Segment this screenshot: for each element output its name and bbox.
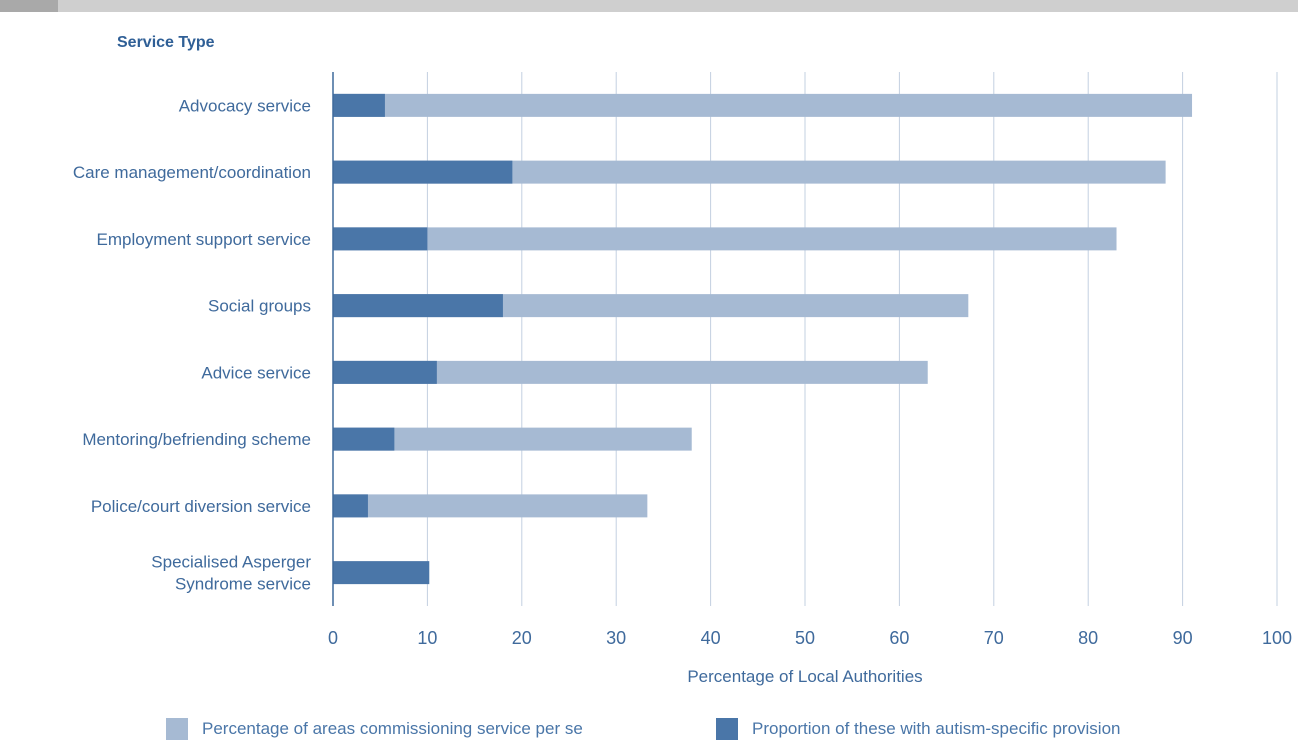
- x-tick-label-70: 70: [984, 628, 1004, 648]
- x-tick-label-50: 50: [795, 628, 815, 648]
- category-label-7-1: Syndrome service: [175, 575, 311, 594]
- category-label-4: Advice service: [201, 363, 311, 382]
- category-label-3: Social groups: [208, 297, 311, 316]
- x-tick-label-90: 90: [1173, 628, 1193, 648]
- category-label-5: Mentoring/befriending scheme: [82, 430, 311, 449]
- bar-s1-1: [333, 160, 513, 184]
- category-label-1: Care management/coordination: [73, 163, 311, 182]
- bar-s1-2: [333, 227, 428, 251]
- y-axis-title: Service Type: [117, 34, 215, 51]
- bar-s1-0: [333, 93, 385, 117]
- x-tick-label-40: 40: [701, 628, 721, 648]
- legend: Percentage of areas commissioning servic…: [0, 718, 1298, 742]
- x-axis-label: Percentage of Local Authorities: [687, 667, 922, 686]
- bar-s0-1: [333, 160, 1166, 184]
- x-tick-label-80: 80: [1078, 628, 1098, 648]
- x-tick-label-0: 0: [328, 628, 338, 648]
- top-bar: [0, 0, 1298, 12]
- bar-s1-5: [333, 427, 395, 451]
- category-label-0: Advocacy service: [179, 96, 311, 115]
- bar-s1-6: [333, 494, 368, 518]
- bar-chart: Advocacy service Care management/coordina…: [73, 72, 1292, 686]
- x-tick-label-30: 30: [606, 628, 626, 648]
- legend-swatch-commissioning: [166, 718, 188, 740]
- bar-s1-3: [333, 294, 503, 318]
- x-tick-label-100: 100: [1262, 628, 1292, 648]
- legend-swatch-autism-specific: [716, 718, 738, 740]
- top-bar-tab: [0, 0, 58, 12]
- bar-s1-7: [333, 561, 430, 585]
- x-tick-label-20: 20: [512, 628, 532, 648]
- bar-s1-4: [333, 360, 437, 384]
- legend-label-autism-specific: Proportion of these with autism-specific…: [752, 719, 1121, 738]
- x-tick-label-10: 10: [417, 628, 437, 648]
- category-label-6: Police/court diversion service: [91, 497, 311, 516]
- bar-s0-4: [333, 360, 928, 384]
- bar-s0-6: [333, 494, 648, 518]
- bar-s0-0: [333, 93, 1193, 117]
- category-label-7-0: Specialised Asperger: [151, 553, 311, 572]
- category-label-2: Employment support service: [97, 230, 311, 249]
- legend-label-commissioning: Percentage of areas commissioning servic…: [202, 719, 583, 738]
- bar-s0-5: [333, 427, 692, 451]
- legend-item-autism-specific: Proportion of these with autism-specific…: [716, 718, 1121, 740]
- x-tick-label-60: 60: [889, 628, 909, 648]
- legend-item-commissioning: Percentage of areas commissioning servic…: [166, 718, 583, 740]
- bar-s0-2: [333, 227, 1117, 251]
